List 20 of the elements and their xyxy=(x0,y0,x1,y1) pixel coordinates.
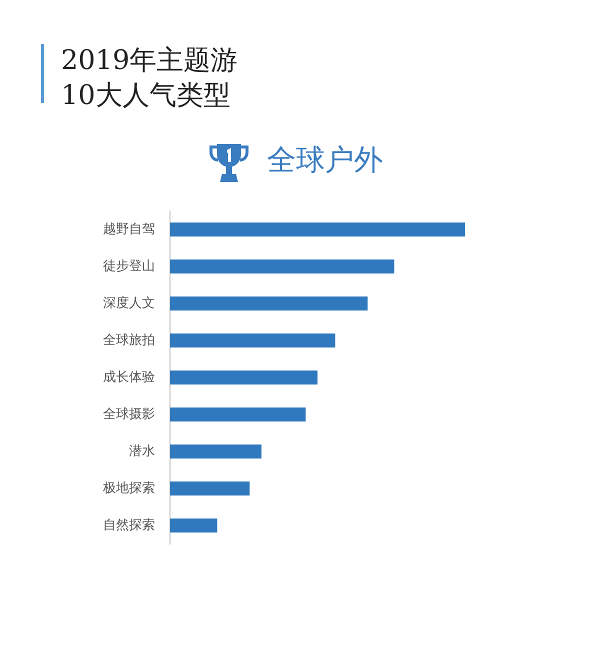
bar xyxy=(170,334,336,348)
bar xyxy=(170,260,394,274)
y-tick-label: 潜水 xyxy=(129,444,155,459)
bar xyxy=(170,222,465,236)
bar xyxy=(170,408,306,422)
y-tick-label: 全球旅拍 xyxy=(103,333,155,348)
bar xyxy=(170,444,262,458)
chart-subtitle: 全球户外 xyxy=(267,142,383,176)
y-tick-label: 自然探索 xyxy=(103,518,155,533)
y-tick-label: 成长体验 xyxy=(103,370,155,385)
bar xyxy=(170,296,368,310)
chart-title: 2019年主题游 10大人气类型 xyxy=(61,45,238,111)
y-tick-label: 越野自驾 xyxy=(103,222,155,237)
bar xyxy=(170,518,218,532)
bar xyxy=(170,482,250,496)
y-tick-label: 全球摄影 xyxy=(103,407,155,422)
y-tick-label: 极地探索 xyxy=(102,481,155,496)
y-tick-label: 徒步登山 xyxy=(103,259,155,274)
y-tick-label: 深度人文 xyxy=(103,295,155,311)
bar xyxy=(170,370,318,384)
